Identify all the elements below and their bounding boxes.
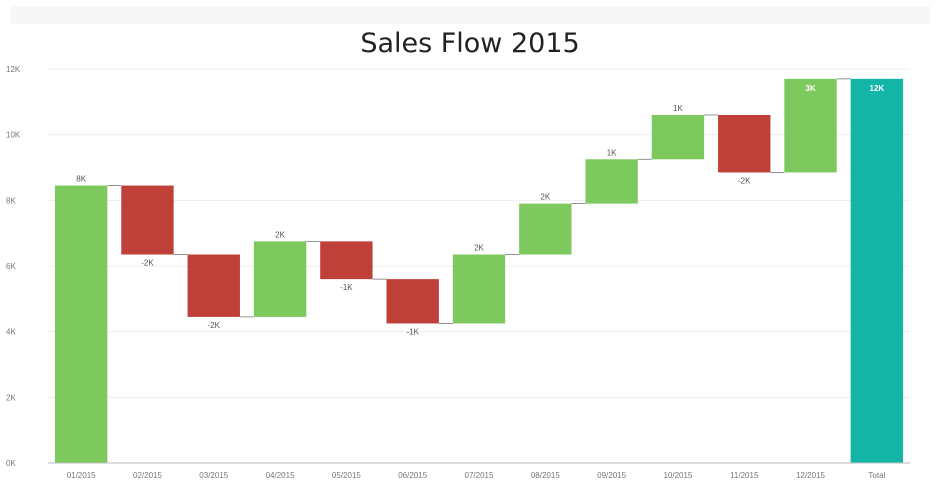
bar-05-2015 bbox=[320, 241, 373, 280]
bar-08-2015 bbox=[519, 203, 572, 255]
bar-12-2015 bbox=[784, 78, 837, 173]
connectors bbox=[107, 78, 851, 324]
data-label: 1K bbox=[673, 104, 683, 113]
x-tick-label: 08/2015 bbox=[531, 471, 560, 480]
data-label: 1K bbox=[607, 148, 617, 157]
bar-11-2015 bbox=[718, 114, 771, 173]
data-label: -2K bbox=[208, 321, 221, 330]
x-tick-label: 03/2015 bbox=[199, 471, 228, 480]
bar-07-2015 bbox=[452, 254, 506, 324]
bar-Total bbox=[850, 78, 904, 463]
data-label: 12K bbox=[870, 84, 885, 93]
bars bbox=[54, 78, 904, 463]
data-label: -2K bbox=[141, 259, 154, 268]
data-labels: 8K -2K -2K 2K -1K -1K 2K 2K 1K 1K -2K 3K 12K bbox=[76, 84, 884, 337]
data-label: -1K bbox=[406, 327, 419, 336]
gridlines bbox=[48, 68, 910, 398]
x-tick-label: 11/2015 bbox=[730, 471, 759, 480]
data-label: -1K bbox=[340, 283, 353, 292]
bar-06-2015 bbox=[386, 279, 439, 324]
top-strip bbox=[10, 6, 930, 24]
y-tick-label: 4K bbox=[6, 328, 16, 337]
bar-03-2015 bbox=[187, 254, 240, 317]
y-tick-label: 8K bbox=[6, 196, 16, 205]
x-tick-label: 02/2015 bbox=[133, 471, 162, 480]
y-tick-label: 10K bbox=[6, 131, 21, 140]
data-label: 2K bbox=[540, 193, 550, 202]
x-tick-label: Total bbox=[868, 471, 885, 480]
x-tick-label: 10/2015 bbox=[663, 471, 692, 480]
bar-01-2015 bbox=[54, 185, 108, 463]
bar-10-2015 bbox=[651, 114, 705, 160]
bar-04-2015 bbox=[253, 241, 307, 317]
y-axis: 0K 2K 4K 6K 8K 10K 12K bbox=[6, 65, 21, 468]
data-label: 2K bbox=[474, 244, 484, 253]
bar-09-2015 bbox=[585, 159, 638, 204]
x-tick-label: 04/2015 bbox=[266, 471, 295, 480]
x-tick-label: 12/2015 bbox=[796, 471, 825, 480]
y-tick-label: 2K bbox=[6, 393, 16, 402]
chart-title: Sales Flow 2015 bbox=[360, 28, 580, 59]
x-tick-label: 09/2015 bbox=[597, 471, 626, 480]
x-tick-label: 05/2015 bbox=[332, 471, 361, 480]
y-tick-label: 6K bbox=[6, 262, 16, 271]
y-tick-label: 0K bbox=[6, 459, 16, 468]
x-tick-label: 07/2015 bbox=[465, 471, 494, 480]
x-axis: 01/2015 02/2015 03/2015 04/2015 05/2015 06/20… bbox=[48, 462, 910, 480]
y-tick-label: 12K bbox=[6, 65, 21, 74]
x-tick-label: 01/2015 bbox=[67, 471, 96, 480]
data-label: 8K bbox=[76, 175, 86, 184]
data-label: 2K bbox=[275, 230, 285, 239]
bar-02-2015 bbox=[121, 185, 174, 255]
x-tick-label: 06/2015 bbox=[398, 471, 427, 480]
data-label: 3K bbox=[805, 84, 815, 93]
data-label: -2K bbox=[738, 176, 751, 185]
